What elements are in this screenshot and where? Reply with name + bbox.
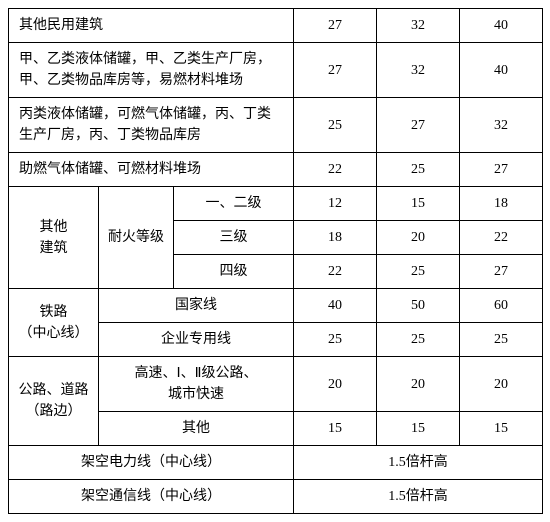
table-row: 其他建筑耐火等级一、二级121518 [9,187,543,221]
table-row: 其他民用建筑273240 [9,9,543,43]
value-cell: 40 [460,9,543,43]
value-cell: 15 [377,412,460,446]
row-mid: 耐火等级 [99,187,174,289]
row-sub: 四级 [174,255,294,289]
row-value: 1.5倍杆高 [294,446,543,480]
row-label: 其他民用建筑 [9,9,294,43]
value-cell: 12 [294,187,377,221]
row-sub: 高速、Ⅰ、Ⅱ级公路、城市快速 [99,357,294,412]
value-cell: 25 [377,323,460,357]
value-cell: 60 [460,289,543,323]
row-label: 架空电力线（中心线） [9,446,294,480]
table-row: 甲、乙类液体储罐，甲、乙类生产厂房，甲、乙类物品库房等，易燃材料堆场273240 [9,43,543,98]
row-label: 架空通信线（中心线） [9,480,294,514]
value-cell: 25 [377,255,460,289]
value-cell: 18 [294,221,377,255]
table-row: 铁路（中心线）国家线405060 [9,289,543,323]
value-cell: 22 [294,255,377,289]
row-sub: 一、二级 [174,187,294,221]
value-cell: 22 [294,153,377,187]
value-cell: 27 [377,98,460,153]
value-cell: 27 [294,43,377,98]
value-cell: 27 [294,9,377,43]
value-cell: 22 [460,221,543,255]
distance-table: 其他民用建筑273240甲、乙类液体储罐，甲、乙类生产厂房，甲、乙类物品库房等，… [8,8,543,514]
row-sub: 其他 [99,412,294,446]
value-cell: 20 [460,357,543,412]
value-cell: 25 [460,323,543,357]
table-row: 丙类液体储罐，可燃气体储罐，丙、丁类生产厂房，丙、丁类物品库房252732 [9,98,543,153]
row-sub: 企业专用线 [99,323,294,357]
value-cell: 40 [460,43,543,98]
value-cell: 20 [294,357,377,412]
row-value: 1.5倍杆高 [294,480,543,514]
row-group: 公路、道路（路边） [9,357,99,446]
table-row: 架空通信线（中心线）1.5倍杆高 [9,480,543,514]
value-cell: 27 [460,153,543,187]
row-label: 助燃气体储罐、可燃材料堆场 [9,153,294,187]
value-cell: 20 [377,357,460,412]
value-cell: 27 [460,255,543,289]
table-body: 其他民用建筑273240甲、乙类液体储罐，甲、乙类生产厂房，甲、乙类物品库房等，… [9,9,543,514]
row-label: 甲、乙类液体储罐，甲、乙类生产厂房，甲、乙类物品库房等，易燃材料堆场 [9,43,294,98]
table-row: 公路、道路（路边）高速、Ⅰ、Ⅱ级公路、城市快速202020 [9,357,543,412]
value-cell: 32 [377,43,460,98]
value-cell: 40 [294,289,377,323]
row-group: 其他建筑 [9,187,99,289]
value-cell: 32 [377,9,460,43]
value-cell: 50 [377,289,460,323]
value-cell: 25 [294,98,377,153]
value-cell: 15 [294,412,377,446]
value-cell: 20 [377,221,460,255]
value-cell: 15 [377,187,460,221]
row-sub: 国家线 [99,289,294,323]
value-cell: 15 [460,412,543,446]
value-cell: 25 [377,153,460,187]
row-group: 铁路（中心线） [9,289,99,357]
value-cell: 32 [460,98,543,153]
value-cell: 18 [460,187,543,221]
row-sub: 三级 [174,221,294,255]
table-row: 架空电力线（中心线）1.5倍杆高 [9,446,543,480]
table-row: 助燃气体储罐、可燃材料堆场222527 [9,153,543,187]
row-label: 丙类液体储罐，可燃气体储罐，丙、丁类生产厂房，丙、丁类物品库房 [9,98,294,153]
value-cell: 25 [294,323,377,357]
